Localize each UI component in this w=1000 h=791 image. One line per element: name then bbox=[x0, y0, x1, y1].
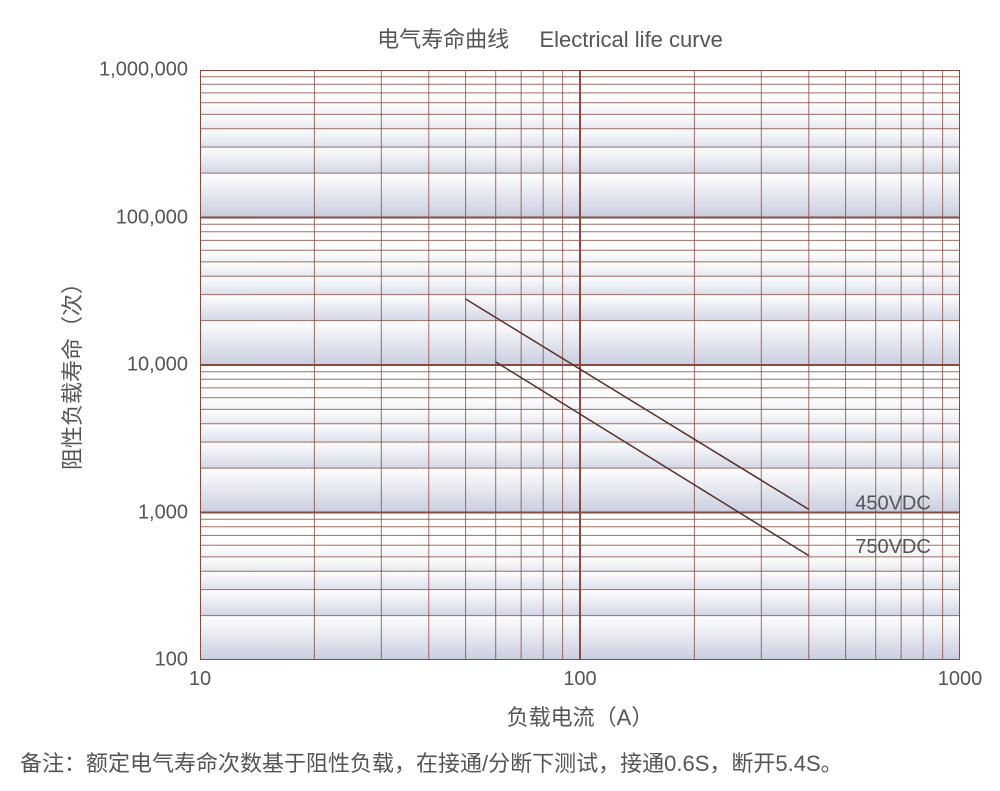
y-axis-ticks: 1001,00010,000100,0001,000,000 bbox=[60, 70, 188, 660]
x-tick-label: 100 bbox=[540, 668, 620, 691]
y-tick-label: 1,000 bbox=[68, 501, 188, 524]
y-tick-label: 1,000,000 bbox=[68, 59, 188, 82]
series-label-750vdc: 750VDC bbox=[855, 536, 931, 558]
page: 电气寿命曲线 Electrical life curve 阻性负载寿命（次） 1… bbox=[0, 0, 1000, 791]
y-tick-label: 10,000 bbox=[68, 354, 188, 377]
x-tick-label: 1000 bbox=[920, 668, 1000, 691]
chart-title: 电气寿命曲线 Electrical life curve bbox=[200, 22, 900, 54]
x-axis-label: 负载电流（A） bbox=[200, 700, 960, 732]
y-tick-label: 100,000 bbox=[68, 206, 188, 229]
chart-footnote: 备注：额定电气寿命次数基于阻性负载，在接通/分断下测试，接通0.6S，断开5.4… bbox=[20, 746, 980, 778]
series-label-450vdc: 450VDC bbox=[855, 492, 931, 514]
x-axis-ticks: 101001000 bbox=[200, 668, 960, 698]
chart-title-cn: 电气寿命曲线 bbox=[377, 27, 509, 52]
chart-title-en: Electrical life curve bbox=[539, 27, 722, 52]
x-tick-label: 10 bbox=[160, 668, 240, 691]
plot-svg: 450VDC 750VDC bbox=[200, 70, 960, 660]
plot-area: 450VDC 750VDC bbox=[200, 70, 960, 660]
